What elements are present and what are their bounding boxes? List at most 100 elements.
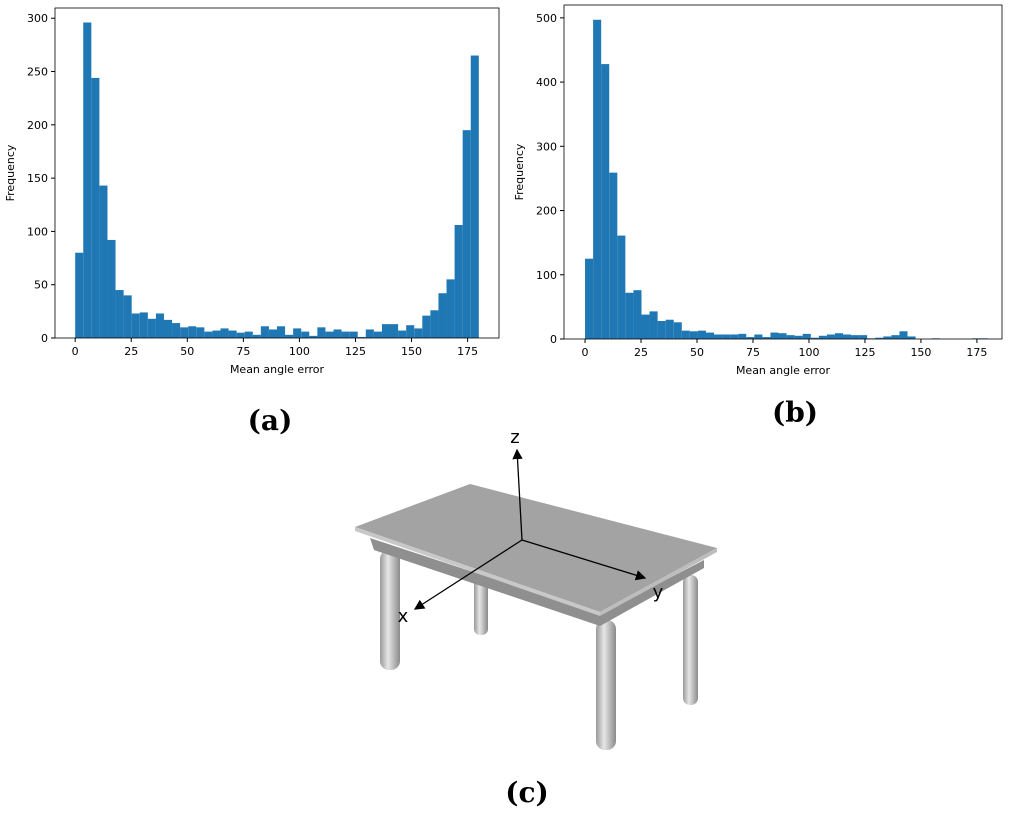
y-axis-label: Frequency [4,144,17,201]
y-tick-label: 250 [27,66,48,79]
y-tick-label: 300 [27,12,48,25]
bar [446,279,455,338]
bar [609,172,618,339]
x-tick-label: 125 [854,346,875,359]
bar [260,326,269,338]
bar [301,331,310,338]
bar [826,334,835,339]
bar [139,312,148,338]
bar [147,318,156,338]
axis-label: x [398,606,409,627]
y-tick-label: 50 [34,279,48,292]
bar [333,329,342,338]
bar [277,326,286,338]
bar [907,336,916,339]
bar [188,326,197,338]
bar [454,225,463,338]
bar [293,328,302,338]
bar [91,77,100,338]
bar [228,330,237,338]
x-tick-label: 25 [124,345,138,358]
x-axis-label: Mean angle error [736,364,831,377]
bar [738,333,747,339]
bar [714,334,723,339]
x-tick-label: 125 [345,345,366,358]
bar [357,336,366,338]
bar [681,330,690,339]
bar [746,337,755,339]
axis-label: z [510,427,519,448]
bar [204,331,213,338]
bar [875,337,884,339]
bar [697,330,706,339]
bar [859,335,868,339]
bar [438,293,447,338]
y-tick-label: 150 [27,172,48,185]
bar [163,319,173,338]
caption: (a) [248,404,293,437]
x-tick-label: 100 [798,346,819,359]
bar [244,331,253,338]
x-tick-label: 25 [634,346,648,359]
x-tick-label: 50 [180,345,194,358]
bar [373,331,382,338]
bar [285,334,294,338]
x-axis-label: Mean angle error [230,363,325,376]
bar [180,327,189,338]
bar [309,335,318,338]
bar [83,22,92,338]
bar [883,336,892,339]
bar [818,335,827,339]
y-tick-label: 0 [550,333,557,346]
bar [649,311,658,339]
axis-label: y [653,582,664,603]
caption: (b) [772,396,818,429]
bar [317,327,326,338]
x-tick-label: 75 [746,346,760,359]
x-tick-label: 50 [690,346,704,359]
bar [196,327,205,338]
bar [75,252,84,338]
bar [641,314,650,339]
bar [398,330,407,338]
bar [762,337,771,339]
bar [123,295,132,338]
bar [633,290,642,339]
bar [899,331,908,339]
bar [770,332,779,339]
bar [406,325,415,338]
bar [115,290,124,338]
x-tick-label: 175 [457,345,478,358]
bar [601,64,610,339]
bar [341,331,350,338]
bar [673,322,682,339]
bar [851,335,860,339]
x-tick-label: 150 [401,345,422,358]
bar [891,335,900,339]
x-tick-label: 75 [236,345,250,358]
bar [107,239,116,338]
bar [802,333,811,339]
bar [722,334,731,339]
bar [381,324,391,338]
y-tick-label: 200 [27,119,48,132]
bar [786,335,795,339]
y-tick-label: 0 [41,332,48,345]
bar [754,334,763,339]
y-tick-label: 400 [536,76,557,89]
bar [778,333,787,339]
axes-frame [563,4,1003,340]
bar [325,331,334,338]
bar [794,335,803,339]
bar [212,330,221,338]
table-illustration [355,448,717,750]
bar [657,321,666,339]
x-tick-label: 0 [582,346,589,359]
y-tick-label: 100 [27,225,48,238]
bar [593,19,602,340]
bar [252,334,261,338]
y-tick-label: 100 [536,269,557,282]
bar [422,315,431,338]
bar [689,331,698,339]
